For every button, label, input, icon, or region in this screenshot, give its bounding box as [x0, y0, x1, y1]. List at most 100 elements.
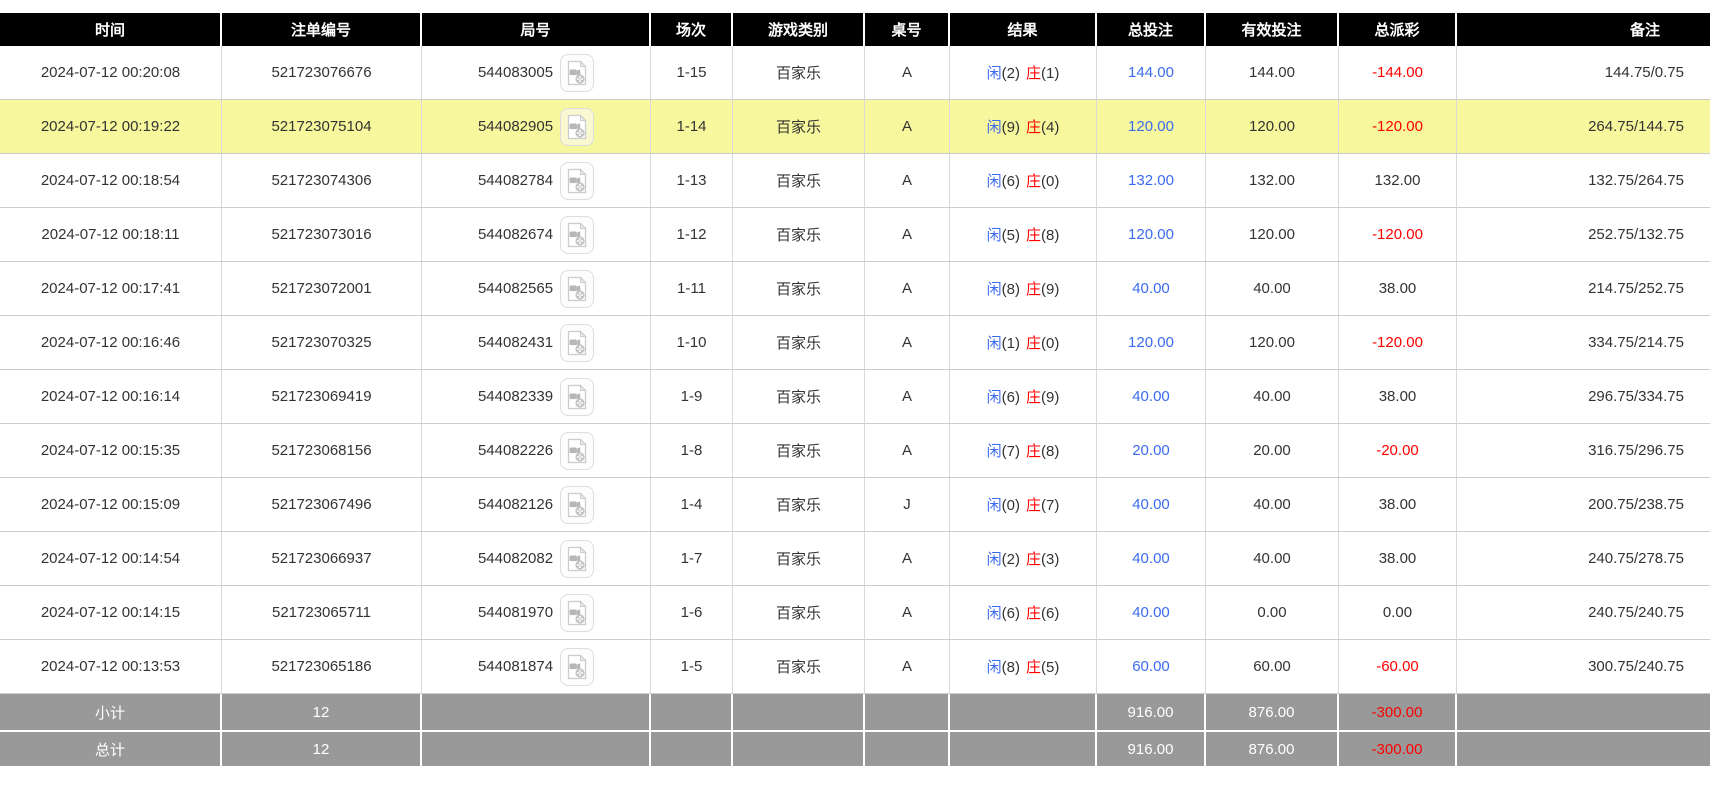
- result-banker-char: 庄: [1026, 389, 1042, 406]
- summary-empty-cell: [865, 694, 950, 730]
- cell-time: 2024-07-12 00:19:22: [0, 100, 222, 153]
- cell-session: 1-10: [651, 316, 733, 369]
- valid-bet-value: 40.00: [1253, 550, 1291, 567]
- summary-payout-value: -300.00: [1371, 703, 1423, 721]
- table-row[interactable]: 2024-07-12 00:17:41 521723072001 544082565…: [0, 262, 1710, 316]
- summary-count: 12: [222, 732, 422, 766]
- result-player-char: 闲: [986, 335, 1002, 352]
- bet-number: 521723072001: [271, 280, 372, 297]
- table-row[interactable]: 2024-07-12 00:16:14 521723069419 544082339…: [0, 370, 1710, 424]
- cell-remark: 132.75/264.75: [1457, 154, 1710, 207]
- cell-bet-number: 521723065186: [222, 640, 422, 693]
- video-replay-button[interactable]: [560, 53, 595, 92]
- bet-number: 521723065186: [271, 658, 372, 675]
- result-player-score: (0): [1001, 497, 1020, 514]
- table-row[interactable]: 2024-07-12 00:14:54 521723066937 544082082…: [0, 532, 1710, 586]
- column-header-label: 注单编号: [290, 22, 351, 39]
- cell-round-number: 544081874: [422, 640, 651, 693]
- video-replay-button[interactable]: [560, 647, 595, 686]
- game-type-value: 百家乐: [775, 281, 821, 298]
- summary-remark: [1457, 732, 1710, 766]
- table-row[interactable]: 2024-07-12 00:14:15 521723065711 544081970…: [0, 586, 1710, 640]
- time-value: 2024-07-12 00:19:22: [40, 118, 181, 135]
- video-replay-button[interactable]: [560, 107, 595, 146]
- table-row-highlighted[interactable]: 2024-07-12 00:19:22 521723075104 544082905…: [0, 100, 1710, 154]
- video-file-icon: [567, 113, 587, 139]
- table-row[interactable]: 2024-07-12 00:18:54 521723074306 544082784…: [0, 154, 1710, 208]
- video-replay-button[interactable]: [560, 539, 595, 578]
- summary-count-value: 12: [312, 740, 330, 758]
- round-number: 544081874: [477, 658, 554, 675]
- table-row[interactable]: 2024-07-12 00:20:08 521723076676 544083005…: [0, 46, 1710, 100]
- session-value: 1-8: [680, 442, 703, 459]
- video-replay-button[interactable]: [560, 269, 595, 308]
- cell-game-type: 百家乐: [733, 154, 865, 207]
- result-banker-score: (9): [1041, 281, 1060, 298]
- video-replay-button[interactable]: [560, 161, 595, 200]
- result-banker-score: (0): [1041, 335, 1060, 352]
- table-row[interactable]: 2024-07-12 00:15:09 521723067496 544082126…: [0, 478, 1710, 532]
- column-header-label: 场次: [675, 22, 706, 39]
- result-banker: 庄(5): [1026, 656, 1059, 677]
- result-player-score: (8): [1001, 659, 1020, 676]
- table-row[interactable]: 2024-07-12 00:16:46 521723070325 544082431…: [0, 316, 1710, 370]
- result-banker-char: 庄: [1026, 281, 1042, 298]
- bet-number: 521723066937: [271, 550, 372, 567]
- result-banker-score: (4): [1041, 119, 1060, 136]
- summary-valid-bet: 876.00: [1206, 732, 1339, 766]
- cell-session: 1-12: [651, 208, 733, 261]
- video-replay-button[interactable]: [560, 215, 595, 254]
- payout-value: -120.00: [1372, 118, 1423, 135]
- session-value: 1-13: [676, 172, 707, 189]
- round-number: 544082226: [477, 442, 554, 459]
- table-row[interactable]: 2024-07-12 00:13:53 521723065186 544081874…: [0, 640, 1710, 694]
- result-player-char: 闲: [986, 551, 1002, 568]
- video-replay-button[interactable]: [560, 593, 595, 632]
- cell-total-bet: 144.00: [1097, 46, 1206, 99]
- video-replay-button[interactable]: [560, 485, 595, 524]
- game-type-value: 百家乐: [775, 659, 821, 676]
- result-banker: 庄(8): [1026, 440, 1059, 461]
- remark-value: 240.75/278.75: [1588, 550, 1684, 567]
- result-player-score: (6): [1001, 605, 1020, 622]
- video-replay-button[interactable]: [560, 377, 595, 416]
- result-banker: 庄(0): [1026, 170, 1059, 191]
- table-number-value: A: [901, 550, 912, 567]
- valid-bet-value: 120.00: [1249, 118, 1295, 135]
- cell-payout: -120.00: [1339, 100, 1457, 153]
- result-banker-score: (6): [1041, 605, 1060, 622]
- session-value: 1-14: [676, 118, 707, 135]
- cell-bet-number: 521723070325: [222, 316, 422, 369]
- result-player-char: 闲: [986, 497, 1002, 514]
- video-replay-button[interactable]: [560, 323, 595, 362]
- table-row[interactable]: 2024-07-12 00:18:11 521723073016 544082674…: [0, 208, 1710, 262]
- summary-valid-bet: 876.00: [1206, 694, 1339, 730]
- column-header-label: 游戏类别: [767, 22, 828, 39]
- column-header-label: 时间: [94, 22, 125, 39]
- cell-valid-bet: 60.00: [1206, 640, 1339, 693]
- payout-value: 38.00: [1378, 388, 1417, 405]
- table-row[interactable]: 2024-07-12 00:15:35 521723068156 544082226…: [0, 424, 1710, 478]
- cell-payout: -120.00: [1339, 316, 1457, 369]
- result-banker-char: 庄: [1026, 119, 1042, 136]
- summary-total-bet: 916.00: [1097, 694, 1206, 730]
- result-player: 闲(9): [987, 116, 1020, 137]
- round-number-group: 544082674: [478, 215, 595, 254]
- remark-value: 132.75/264.75: [1588, 172, 1684, 189]
- cell-table-number: A: [865, 640, 950, 693]
- result-banker-score: (5): [1041, 659, 1060, 676]
- round-number: 544082126: [477, 496, 554, 513]
- summary-empty-cell: [733, 694, 865, 730]
- cell-table-number: A: [865, 208, 950, 261]
- bet-number: 521723075104: [271, 118, 372, 135]
- cell-time: 2024-07-12 00:20:08: [0, 46, 222, 99]
- bet-number: 521723068156: [271, 442, 372, 459]
- cell-valid-bet: 20.00: [1206, 424, 1339, 477]
- total-bet-value: 132.00: [1128, 172, 1174, 189]
- result-player-score: (2): [1001, 65, 1020, 82]
- round-number-group: 544081874: [477, 647, 595, 686]
- table-number-value: A: [901, 388, 912, 405]
- cell-result: 闲(2) 庄(3): [950, 532, 1097, 585]
- result-player-score: (2): [1001, 551, 1020, 568]
- video-replay-button[interactable]: [560, 431, 595, 470]
